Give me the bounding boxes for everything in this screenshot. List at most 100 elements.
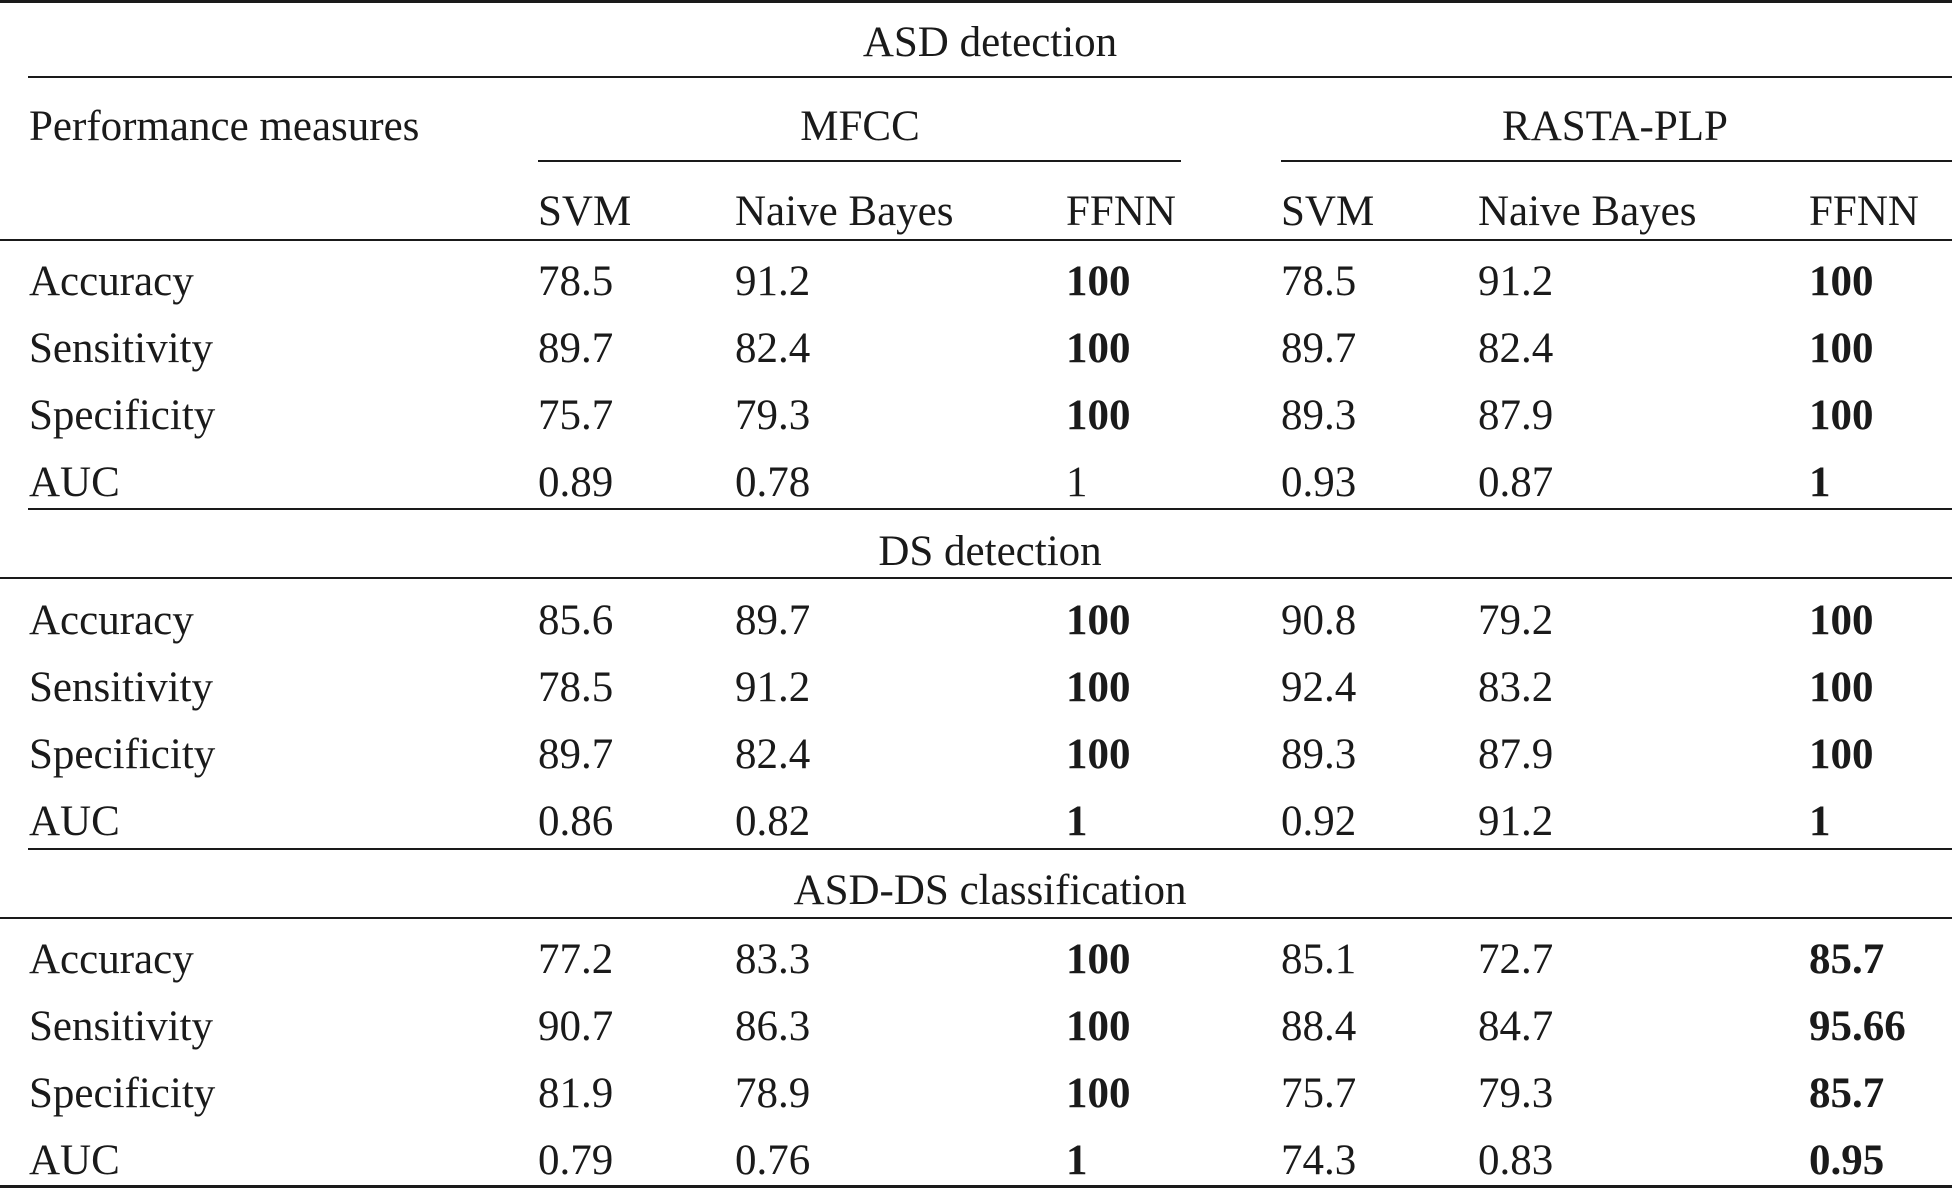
- value-cell: 100: [1066, 1003, 1131, 1050]
- value-cell: 89.7: [735, 597, 811, 644]
- row-label: Accuracy: [29, 597, 194, 644]
- column-header: SVM: [1281, 188, 1375, 235]
- value-cell: 85.7: [1809, 936, 1885, 983]
- value-cell: 0.87: [1478, 459, 1554, 506]
- value-cell: 87.9: [1478, 392, 1554, 439]
- value-cell: 85.7: [1809, 1070, 1885, 1117]
- group-label-mfcc: MFCC: [800, 103, 920, 150]
- value-cell: 100: [1809, 664, 1874, 711]
- value-cell: 1: [1809, 798, 1831, 845]
- value-cell: 100: [1066, 731, 1131, 778]
- section-title: ASD detection: [862, 19, 1118, 66]
- value-cell: 1: [1066, 798, 1088, 845]
- row-header-label: Performance measures: [29, 103, 420, 150]
- section-title: DS detection: [878, 528, 1102, 575]
- value-cell: 82.4: [735, 325, 811, 372]
- row-label: Accuracy: [29, 258, 194, 305]
- value-cell: 89.7: [538, 731, 614, 778]
- value-cell: 74.3: [1281, 1137, 1357, 1184]
- rule-below-section-title: [0, 577, 1952, 579]
- value-cell: 0.89: [538, 459, 614, 506]
- value-cell: 89.7: [1281, 325, 1357, 372]
- column-header: FFNN: [1809, 188, 1919, 235]
- row-label: AUC: [29, 1137, 120, 1184]
- value-cell: 90.8: [1281, 597, 1357, 644]
- value-cell: 77.2: [538, 936, 614, 983]
- column-header: Naive Bayes: [735, 188, 954, 235]
- value-cell: 100: [1809, 597, 1874, 644]
- value-cell: 78.5: [538, 258, 614, 305]
- value-cell: 0.86: [538, 798, 614, 845]
- row-label: Accuracy: [29, 936, 194, 983]
- value-cell: 0.76: [735, 1137, 811, 1184]
- row-label: Sensitivity: [29, 1003, 213, 1050]
- value-cell: 83.2: [1478, 664, 1554, 711]
- value-cell: 75.7: [1281, 1070, 1357, 1117]
- value-cell: 78.5: [538, 664, 614, 711]
- value-cell: 1: [1066, 459, 1088, 506]
- value-cell: 0.92: [1281, 798, 1357, 845]
- value-cell: 75.7: [538, 392, 614, 439]
- value-cell: 100: [1066, 392, 1131, 439]
- value-cell: 89.3: [1281, 731, 1357, 778]
- column-header: FFNN: [1066, 188, 1176, 235]
- value-cell: 100: [1066, 325, 1131, 372]
- value-cell: 0.83: [1478, 1137, 1554, 1184]
- value-cell: 100: [1066, 1070, 1131, 1117]
- value-cell: 72.7: [1478, 936, 1554, 983]
- value-cell: 82.4: [735, 731, 811, 778]
- value-cell: 78.9: [735, 1070, 811, 1117]
- rule-below-column-headers: [0, 239, 1952, 241]
- row-label: Specificity: [29, 392, 216, 439]
- value-cell: 1: [1066, 1137, 1088, 1184]
- value-cell: 100: [1809, 731, 1874, 778]
- row-label: AUC: [29, 459, 120, 506]
- value-cell: 100: [1809, 258, 1874, 305]
- value-cell: 91.2: [1478, 798, 1554, 845]
- value-cell: 95.66: [1809, 1003, 1906, 1050]
- rule-section-break: [28, 508, 1952, 510]
- rule-top: [0, 0, 1952, 3]
- row-label: Specificity: [29, 731, 216, 778]
- rule-group-rasta-plp: [1281, 160, 1952, 162]
- rule-below-section-title: [28, 76, 1952, 78]
- value-cell: 91.2: [735, 258, 811, 305]
- value-cell: 100: [1066, 597, 1131, 644]
- value-cell: 79.3: [1478, 1070, 1554, 1117]
- column-header: Naive Bayes: [1478, 188, 1697, 235]
- value-cell: 0.95: [1809, 1137, 1885, 1184]
- value-cell: 83.3: [735, 936, 811, 983]
- value-cell: 100: [1066, 258, 1131, 305]
- value-cell: 100: [1809, 325, 1874, 372]
- rule-section-break: [28, 848, 1952, 850]
- value-cell: 85.6: [538, 597, 614, 644]
- value-cell: 0.78: [735, 459, 811, 506]
- column-header: SVM: [538, 188, 632, 235]
- section-title: ASD-DS classification: [793, 867, 1187, 914]
- row-label: Specificity: [29, 1070, 216, 1117]
- group-label-rasta-plp: RASTA-PLP: [1502, 103, 1728, 150]
- value-cell: 1: [1809, 459, 1831, 506]
- rule-group-mfcc: [538, 160, 1181, 162]
- value-cell: 91.2: [735, 664, 811, 711]
- value-cell: 100: [1066, 936, 1131, 983]
- value-cell: 100: [1809, 392, 1874, 439]
- value-cell: 79.3: [735, 392, 811, 439]
- row-label: Sensitivity: [29, 325, 213, 372]
- value-cell: 0.79: [538, 1137, 614, 1184]
- value-cell: 84.7: [1478, 1003, 1554, 1050]
- value-cell: 90.7: [538, 1003, 614, 1050]
- value-cell: 85.1: [1281, 936, 1357, 983]
- value-cell: 89.7: [538, 325, 614, 372]
- value-cell: 100: [1066, 664, 1131, 711]
- value-cell: 92.4: [1281, 664, 1357, 711]
- rule-bottom: [0, 1185, 1952, 1188]
- value-cell: 81.9: [538, 1070, 614, 1117]
- value-cell: 82.4: [1478, 325, 1554, 372]
- value-cell: 88.4: [1281, 1003, 1357, 1050]
- value-cell: 86.3: [735, 1003, 811, 1050]
- value-cell: 87.9: [1478, 731, 1554, 778]
- row-label: AUC: [29, 798, 120, 845]
- value-cell: 78.5: [1281, 258, 1357, 305]
